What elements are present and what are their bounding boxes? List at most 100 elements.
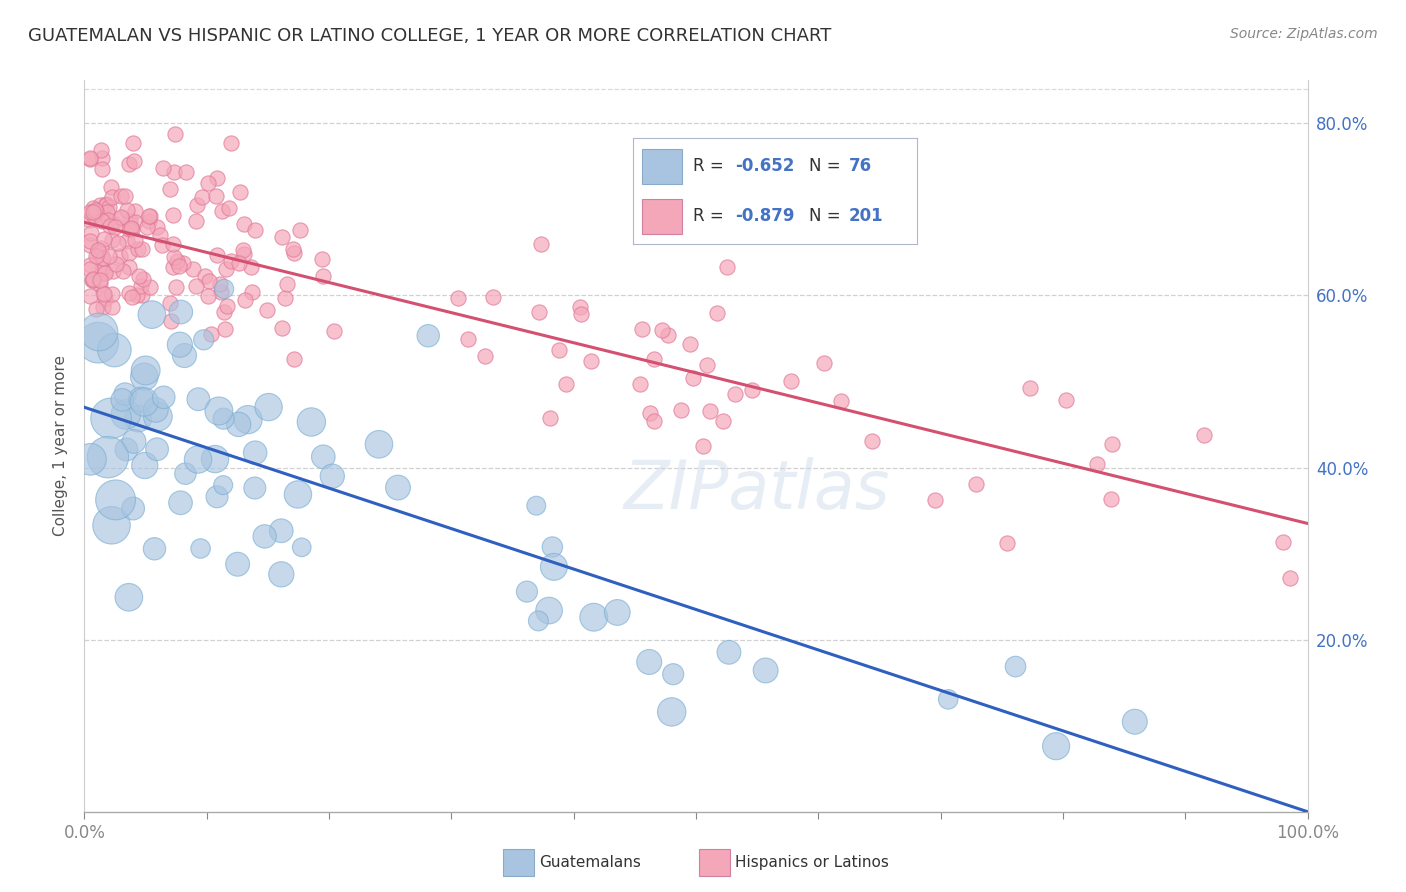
Point (122, 501, 145, 516)
Point (82, 201, 104, 215)
Point (1123, 714, 1146, 729)
Point (256, 302, 278, 317)
Point (276, 277, 298, 292)
Point (79, 152, 101, 166)
Point (118, 214, 141, 228)
Point (118, 260, 141, 275)
Point (87, 249, 110, 263)
Point (699, 403, 721, 417)
Point (141, 308, 163, 322)
Point (131, 242, 153, 256)
Point (245, 223, 267, 237)
Point (678, 337, 700, 351)
Point (135, 219, 157, 234)
Point (84, 249, 107, 263)
Point (271, 321, 294, 335)
Point (176, 165, 198, 179)
Point (162, 209, 184, 223)
Point (312, 450, 335, 464)
Point (173, 349, 195, 363)
Point (651, 323, 673, 337)
Point (118, 245, 141, 260)
Point (245, 445, 267, 459)
Point (122, 153, 145, 168)
Point (152, 161, 174, 175)
Point (97, 213, 120, 227)
Point (813, 356, 835, 370)
Point (1045, 739, 1067, 754)
Point (219, 136, 242, 151)
Point (184, 278, 207, 293)
Text: ZIPatlas: ZIPatlas (624, 457, 890, 523)
Point (96, 205, 118, 219)
Point (94, 292, 117, 306)
Point (418, 328, 440, 343)
Point (94, 266, 117, 280)
Point (129, 278, 152, 293)
Point (555, 376, 578, 391)
Point (79, 452, 101, 467)
Point (936, 692, 959, 706)
Point (214, 322, 236, 336)
Point (112, 264, 135, 278)
Point (232, 243, 254, 257)
Point (79, 289, 101, 303)
Point (80, 226, 103, 240)
Point (271, 230, 294, 244)
Point (93, 232, 115, 246)
Point (221, 254, 243, 268)
Point (208, 277, 231, 292)
Point (110, 211, 132, 225)
Point (274, 292, 297, 306)
Point (321, 469, 343, 483)
Point (146, 442, 169, 457)
Point (290, 223, 312, 237)
Point (233, 246, 256, 260)
Point (205, 490, 228, 504)
Point (181, 262, 204, 277)
Point (481, 290, 503, 304)
Point (124, 233, 146, 247)
Text: R =: R = (693, 207, 728, 225)
Point (860, 434, 883, 449)
Point (103, 343, 125, 357)
Point (287, 487, 309, 501)
Point (118, 286, 141, 301)
Point (706, 306, 728, 320)
Point (162, 165, 184, 179)
Point (229, 185, 252, 199)
Point (568, 300, 591, 314)
Point (87, 244, 110, 258)
Point (187, 452, 209, 467)
Point (662, 667, 685, 681)
Point (90, 151, 112, 165)
Point (79, 153, 101, 167)
Point (163, 128, 186, 142)
Point (997, 535, 1019, 549)
Point (134, 395, 156, 409)
Point (84, 301, 107, 316)
Point (1192, 428, 1215, 442)
Point (91, 162, 114, 177)
Point (1101, 436, 1123, 450)
Point (107, 235, 129, 250)
Point (212, 411, 235, 425)
Point (100, 411, 122, 425)
Point (215, 299, 238, 313)
Point (132, 271, 155, 285)
Point (104, 219, 127, 234)
Point (98, 219, 121, 234)
Point (165, 279, 187, 293)
Point (387, 481, 409, 495)
Point (172, 256, 194, 270)
Point (218, 201, 240, 215)
Point (197, 274, 219, 288)
Point (97, 249, 120, 263)
Point (79, 235, 101, 249)
Point (212, 478, 235, 492)
Point (187, 392, 209, 407)
Point (108, 249, 131, 263)
Point (215, 262, 238, 277)
Point (114, 387, 136, 401)
Point (447, 291, 470, 305)
